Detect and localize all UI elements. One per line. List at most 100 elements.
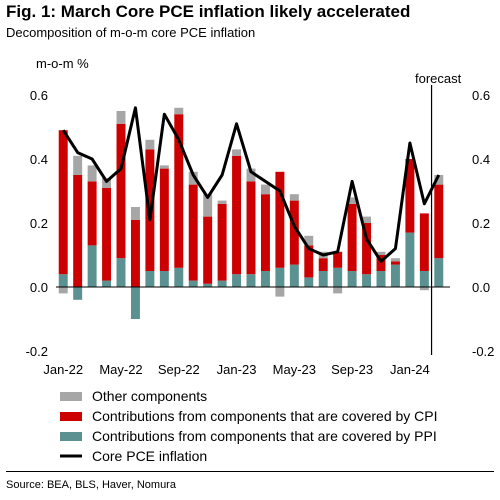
bar-ppi-Aug-22 [159, 271, 169, 287]
chart-title: Fig. 1: March Core PCE inflation likely … [6, 2, 411, 21]
bar-other-Mar-22 [87, 165, 97, 182]
bar-cpi-May-22 [116, 123, 126, 259]
bar-cpi-Apr-22 [102, 187, 112, 281]
bar-cpi-Oct-23 [362, 223, 372, 275]
legend-label-cpi: Contributions from components that are c… [92, 408, 438, 424]
bar-cpi-Mar-22 [87, 181, 97, 246]
bar-cpi-Jun-22 [130, 219, 140, 287]
bar-ppi-Apr-23 [275, 267, 285, 287]
bar-ppi-Feb-23 [246, 274, 256, 287]
bar-other-Mar-23 [260, 184, 270, 195]
legend: Other components Contributions from comp… [60, 388, 438, 464]
bar-ppi-Jun-22 [130, 287, 140, 319]
bar-other-Nov-23 [376, 251, 386, 255]
bar-ppi-Feb-24 [419, 271, 429, 287]
bar-other-Feb-23 [246, 168, 256, 182]
chart-subtitle: Decomposition of m-o-m core PCE inflatio… [6, 25, 256, 40]
bar-cpi-Sep-23 [347, 203, 357, 271]
bar-ppi-Sep-23 [347, 271, 357, 287]
bar-cpi-Mar-24 [434, 184, 444, 259]
bar-cpi-Feb-24 [419, 213, 429, 271]
bar-other-May-22 [116, 111, 126, 124]
y-tick-right: 0.6 [472, 88, 490, 103]
bar-other-Dec-23 [390, 258, 400, 262]
bar-ppi-Mar-23 [260, 271, 270, 287]
legend-label-ppi: Contributions from components that are c… [92, 428, 437, 444]
bar-ppi-Mar-22 [87, 245, 97, 287]
bar-ppi-Jun-23 [304, 277, 314, 287]
bar-cpi-Nov-23 [376, 255, 386, 271]
bar-ppi-Sep-22 [174, 267, 184, 287]
plot-area: -0.2 -0.2 0.0 0.0 0.2 0.2 0.4 0.4 0.6 0.6 Jan-22 Ma… [26, 85, 494, 377]
legend-swatch-cpi [60, 412, 82, 421]
bar-cpi-Feb-23 [246, 181, 256, 275]
bar-ppi-Dec-23 [390, 264, 400, 287]
bar-cpi-Jan-24 [405, 159, 415, 233]
y-tick-left: 0.2 [30, 216, 48, 231]
y-tick-left: 0.4 [30, 152, 48, 167]
legend-label-core-pce: Core PCE inflation [92, 448, 207, 464]
x-tick-label: Sep-23 [331, 362, 373, 377]
core-pce-line [61, 106, 441, 263]
bar-ppi-May-22 [116, 258, 126, 287]
x-tick-label: Jan-22 [43, 362, 83, 377]
legend-swatch-other [60, 392, 82, 401]
bar-other-Nov-22 [203, 194, 213, 217]
x-tick-label: Sep-22 [158, 362, 200, 377]
bar-cpi-Jul-23 [318, 258, 328, 271]
bar-other-Oct-22 [188, 171, 198, 185]
y-tick-left: -0.2 [26, 344, 48, 359]
bar-cpi-Sep-22 [174, 114, 184, 268]
bar-ppi-May-23 [289, 264, 299, 287]
y-tick-left: 0.0 [30, 280, 48, 295]
bar-ppi-Jul-23 [318, 271, 328, 287]
y-axis-label: m-o-m % [36, 56, 89, 71]
bar-other-Mar-24 [434, 175, 444, 185]
bar-other-Jun-23 [304, 235, 314, 246]
legend-label-other: Other components [92, 388, 207, 404]
bar-other-Feb-24 [419, 287, 429, 291]
bar-other-Jul-22 [145, 139, 155, 150]
bar-cpi-Dec-23 [390, 261, 400, 265]
bar-cpi-Mar-23 [260, 194, 270, 271]
bar-cpi-Aug-22 [159, 168, 169, 271]
x-tick-label: Jan-23 [217, 362, 257, 377]
bar-ppi-Jul-22 [145, 271, 155, 287]
bar-ppi-Mar-24 [434, 258, 444, 287]
bar-ppi-Jan-22 [58, 274, 68, 287]
bar-cpi-Oct-22 [188, 184, 198, 281]
y-tick-right: 0.4 [472, 152, 490, 167]
bar-other-Sep-22 [174, 107, 184, 115]
bar-ppi-Dec-22 [217, 280, 227, 287]
x-tick-label: May-22 [99, 362, 142, 377]
bar-other-Feb-22 [73, 155, 83, 175]
y-tick-left: 0.6 [30, 88, 48, 103]
y-tick-right: 0.2 [472, 216, 490, 231]
bar-cpi-Jan-23 [232, 155, 242, 275]
bar-other-Oct-23 [362, 216, 372, 223]
bar-other-Aug-22 [159, 165, 169, 169]
bar-ppi-Oct-23 [362, 274, 372, 287]
x-tick-label: May-23 [273, 362, 316, 377]
bar-ppi-Feb-22 [73, 287, 83, 300]
bar-ppi-Aug-23 [333, 267, 343, 287]
bar-other-Sep-23 [347, 197, 357, 204]
bar-other-Aug-23 [333, 287, 343, 294]
bar-other-Jan-23 [232, 149, 242, 156]
bar-cpi-Nov-22 [203, 216, 213, 284]
bar-other-Jun-22 [130, 207, 140, 220]
source-divider [6, 471, 494, 472]
bar-ppi-Nov-23 [376, 271, 386, 287]
source-note: Source: BEA, BLS, Haver, Nomura [6, 479, 176, 491]
bar-cpi-Aug-23 [333, 251, 343, 268]
bar-cpi-Jan-22 [58, 130, 68, 275]
bar-other-Apr-23 [275, 287, 285, 297]
bar-ppi-Jan-23 [232, 274, 242, 287]
y-tick-right: 0.0 [472, 280, 490, 295]
forecast-annotation: forecast [415, 71, 462, 86]
bar-cpi-Dec-22 [217, 203, 227, 281]
bar-ppi-Apr-22 [102, 280, 112, 287]
bar-cpi-Apr-23 [275, 171, 285, 268]
y-tick-right: -0.2 [472, 344, 494, 359]
bar-other-Jan-22 [58, 287, 68, 294]
